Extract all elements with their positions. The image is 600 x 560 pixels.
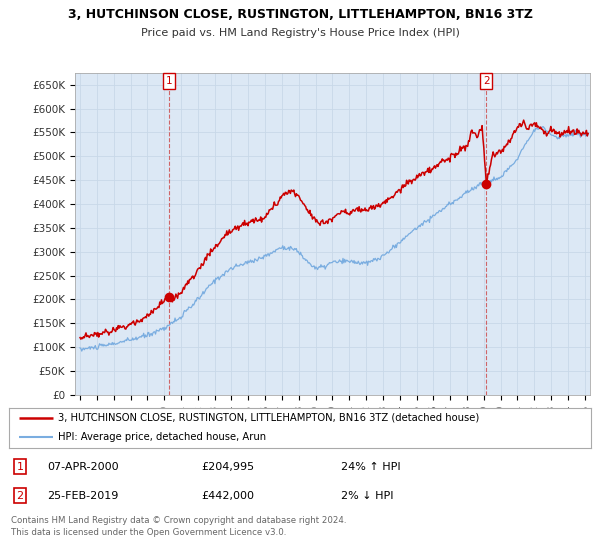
Text: 25-FEB-2019: 25-FEB-2019 [47, 491, 118, 501]
Text: £442,000: £442,000 [201, 491, 254, 501]
Text: 24% ↑ HPI: 24% ↑ HPI [341, 462, 400, 472]
Text: 1: 1 [17, 462, 23, 472]
Text: Price paid vs. HM Land Registry's House Price Index (HPI): Price paid vs. HM Land Registry's House … [140, 28, 460, 38]
Text: 2: 2 [17, 491, 23, 501]
Text: 1: 1 [166, 76, 172, 86]
Text: £204,995: £204,995 [201, 462, 254, 472]
Text: 2: 2 [483, 76, 490, 86]
Text: 3, HUTCHINSON CLOSE, RUSTINGTON, LITTLEHAMPTON, BN16 3TZ (detached house): 3, HUTCHINSON CLOSE, RUSTINGTON, LITTLEH… [58, 413, 480, 423]
Text: 3, HUTCHINSON CLOSE, RUSTINGTON, LITTLEHAMPTON, BN16 3TZ: 3, HUTCHINSON CLOSE, RUSTINGTON, LITTLEH… [67, 8, 533, 21]
Text: Contains HM Land Registry data © Crown copyright and database right 2024.
This d: Contains HM Land Registry data © Crown c… [11, 516, 346, 537]
Text: 2% ↓ HPI: 2% ↓ HPI [341, 491, 393, 501]
Text: HPI: Average price, detached house, Arun: HPI: Average price, detached house, Arun [58, 432, 266, 442]
Text: 07-APR-2000: 07-APR-2000 [47, 462, 118, 472]
